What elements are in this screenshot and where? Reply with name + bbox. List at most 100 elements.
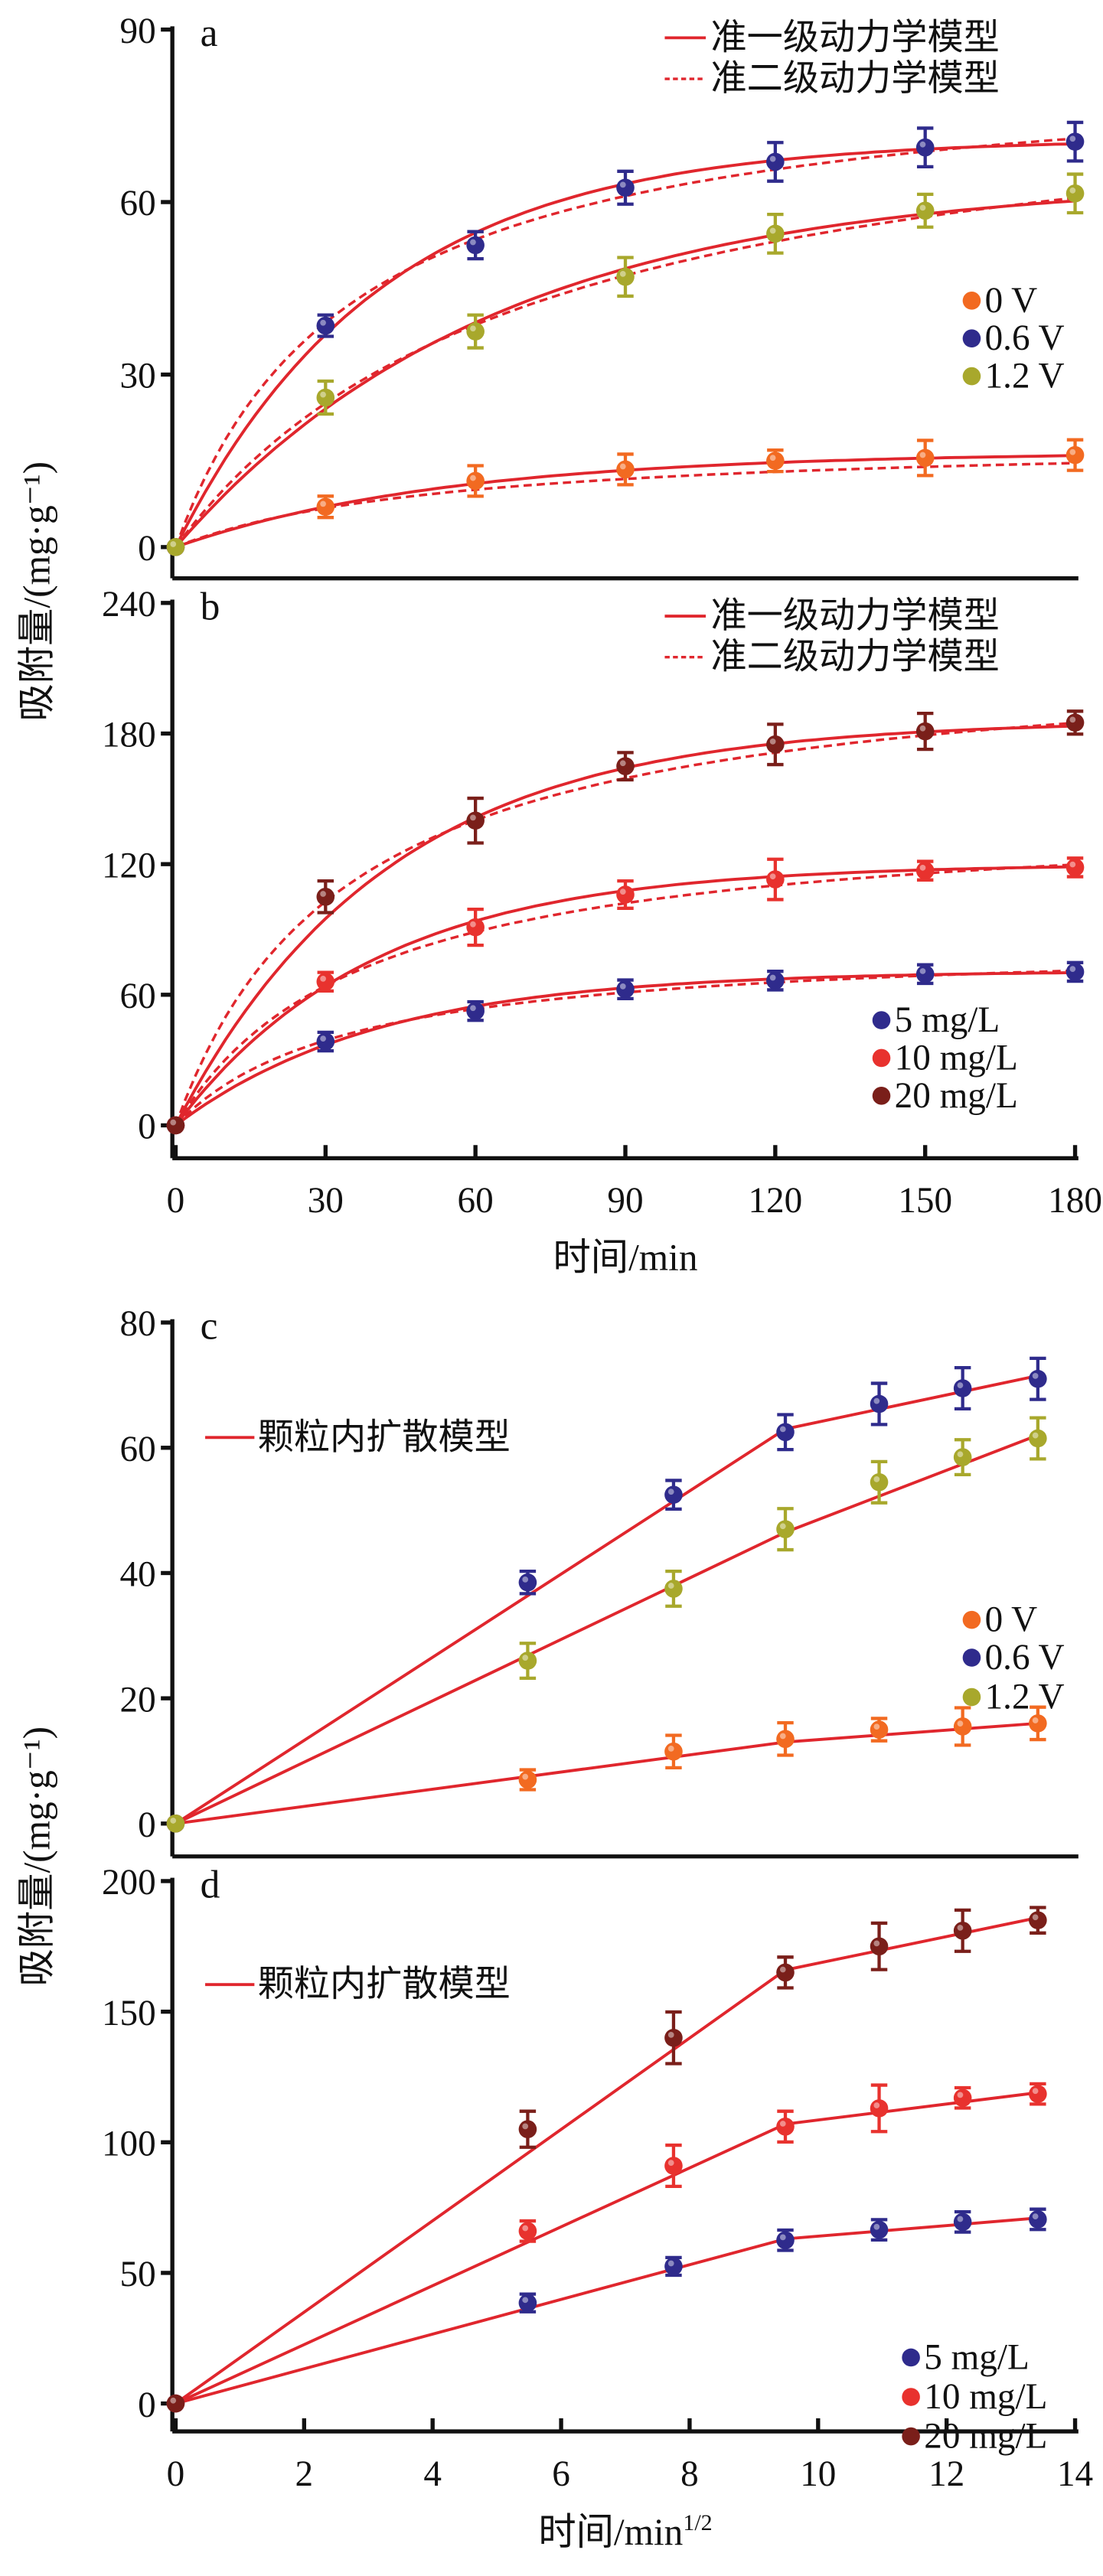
data-point [915,138,935,157]
data-point-highlight [769,873,776,880]
data-point [166,1116,185,1135]
x-tick-label: 120 [748,1181,802,1221]
data-point [776,1423,795,1442]
data-point-highlight [1069,716,1076,723]
data-point [915,201,935,220]
data-point [870,1720,889,1739]
data-point-highlight [957,2216,964,2222]
panel-d: d 0 50 100 150 200 0 2 4 6 8 10 12 14 时间/min1/2 颗粒内扩散模型… [102,1863,1093,2553]
y-tick-label: 120 [102,846,156,885]
data-point-highlight [667,2032,674,2038]
data-point-highlight [957,1925,964,1931]
data-point [466,918,485,937]
data-point [1065,132,1085,151]
data-point-highlight [1032,2213,1039,2219]
data-point [664,2028,683,2047]
legend-marker [872,1087,891,1105]
legend-marker [872,1011,891,1029]
data-point-highlight [779,1426,786,1433]
data-point-highlight [470,325,476,332]
pso-fit-curve [175,196,1075,548]
legend-marker [902,2388,920,2406]
data-point-highlight [1069,187,1076,194]
y-tick-label: 100 [102,2124,156,2164]
legend-series-label: 0.6 V [985,318,1065,358]
data-point [166,1815,185,1833]
data-point-highlight [919,204,926,211]
data-point-highlight [667,1745,674,1752]
data-point [466,236,485,255]
data-point-highlight [320,391,326,398]
data-point [915,861,935,880]
data-point-highlight [919,968,926,974]
data-point-highlight [522,1773,529,1780]
data-point-highlight [522,2225,529,2232]
legend-series-label: 10 mg/L [924,2377,1047,2417]
data-point-highlight [779,1966,786,1973]
panel-letter: a [201,11,218,55]
legend-marker [962,292,981,310]
data-point [616,460,635,479]
data-point-highlight [769,738,776,745]
data-point-highlight [619,463,626,470]
data-point-highlight [170,1818,177,1824]
data-point-highlight [522,2297,529,2304]
legend-marker [962,329,981,348]
data-point-highlight [957,2092,964,2098]
panel-letter: b [201,585,220,628]
data-point [870,1472,889,1492]
data-point-highlight [170,541,177,547]
data-point [664,1580,683,1598]
data-point [776,2117,795,2136]
data-point [664,2157,683,2175]
data-point [518,2222,537,2241]
legend-pso-label: 准二级动力学模型 [711,59,1000,99]
x-tick-label: 30 [308,1181,344,1221]
data-point-highlight [919,452,926,458]
data-point-highlight [919,864,926,871]
data-point [466,322,485,341]
data-point [616,980,635,999]
data-point [466,471,485,491]
data-point [316,316,335,335]
data-point [953,1717,972,1736]
x-tick-label: 60 [458,1181,494,1221]
data-point-highlight [320,319,326,326]
data-point [870,1394,889,1414]
x-tick-label: 14 [1057,2454,1093,2494]
legend-ipd-label: 颗粒内扩散模型 [258,1965,511,2004]
data-point [664,1742,683,1761]
data-point-highlight [957,1720,964,1727]
data-point [776,2231,795,2250]
data-point-highlight [320,976,326,982]
y-tick-label: 80 [120,1304,156,1344]
data-point-highlight [320,501,326,507]
data-point-highlight [1032,1914,1039,1921]
data-point-highlight [1032,1373,1039,1379]
y-axis-label-bottom: 吸附量/(mg·g⁻¹) [15,1727,57,1987]
legend-marker [962,1687,981,1707]
data-point-highlight [1069,135,1076,142]
data-point [766,452,785,470]
data-point [616,178,635,197]
data-point-highlight [769,455,776,461]
data-point [1029,1429,1047,1448]
data-point-highlight [873,1397,880,1404]
data-point [915,722,935,741]
y-tick-label: 60 [120,1430,156,1469]
data-point [953,1379,972,1397]
data-point-highlight [470,239,476,246]
data-point-highlight [667,2260,674,2267]
legend-marker [902,2427,920,2446]
data-point [664,1485,683,1504]
data-point [766,971,785,990]
legend-ipd-label: 颗粒内扩散模型 [258,1417,511,1457]
data-point [766,735,785,754]
y-tick-label: 60 [120,977,156,1016]
panel-letter: d [201,1863,220,1906]
data-point-highlight [779,1523,786,1530]
data-point [1065,445,1085,465]
data-point [766,152,785,171]
data-point [1029,1911,1047,1929]
data-point-highlight [779,1733,786,1740]
